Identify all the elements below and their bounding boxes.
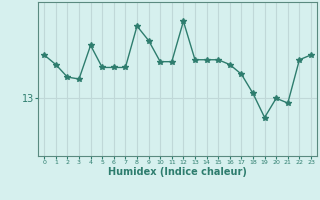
X-axis label: Humidex (Indice chaleur): Humidex (Indice chaleur) — [108, 167, 247, 177]
